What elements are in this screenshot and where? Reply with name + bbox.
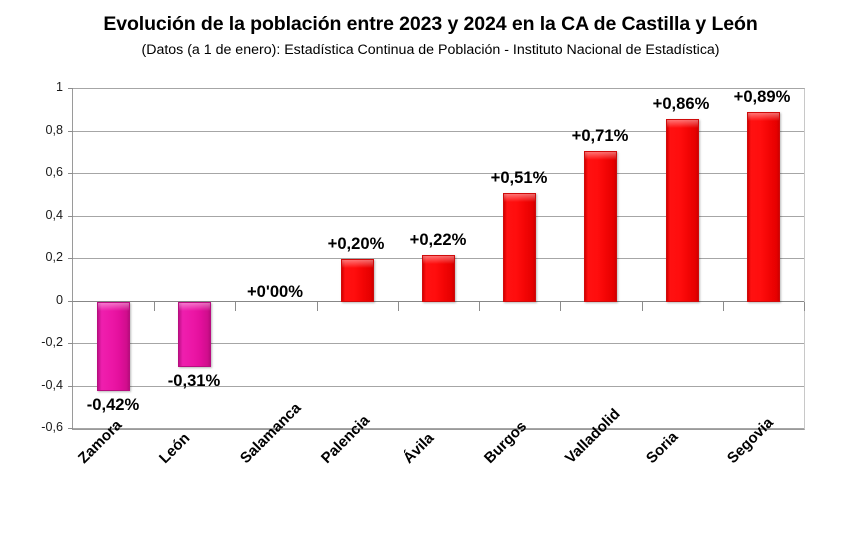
gridline — [73, 428, 804, 429]
y-axis-tick — [68, 258, 73, 259]
x-axis-category-label: León — [155, 429, 194, 467]
x-axis-tick — [723, 301, 724, 311]
y-axis-label: 0,6 — [45, 165, 63, 179]
y-axis-label: 0,8 — [45, 122, 63, 137]
x-axis-tick — [235, 301, 236, 311]
data-label: +0,20% — [327, 234, 385, 253]
data-label: +0'00% — [246, 281, 304, 301]
data-label: +0,51% — [490, 168, 548, 188]
y-axis-tick — [68, 130, 73, 132]
x-axis-category-label: Ávila — [399, 429, 438, 467]
gridline — [73, 88, 804, 89]
data-label: -0,31% — [167, 371, 221, 391]
gridline — [73, 343, 804, 344]
x-axis-tick — [154, 301, 155, 311]
plot-area — [68, 88, 805, 430]
y-axis-tick — [68, 173, 73, 174]
bar-soria[interactable] — [666, 118, 699, 302]
bar-vila[interactable] — [422, 254, 455, 302]
x-axis-tick — [317, 301, 318, 311]
y-axis-label: -0,4 — [41, 377, 63, 392]
data-label: -0,42% — [86, 394, 140, 414]
gridline — [73, 215, 804, 217]
y-axis-label: 0,2 — [45, 250, 63, 264]
data-label: +0,89% — [733, 87, 791, 107]
bar-segovia[interactable] — [747, 112, 780, 302]
y-axis-label: -0,6 — [41, 420, 63, 434]
gridline — [73, 130, 804, 132]
y-axis-tick — [68, 343, 73, 344]
y-axis-tick — [68, 300, 73, 302]
y-axis-label: 0,4 — [45, 207, 63, 222]
bar-valladolid[interactable] — [584, 150, 617, 302]
chart-title: Evolución de la población entre 2023 y 2… — [103, 13, 758, 35]
x-axis-tick — [642, 301, 643, 311]
chart-subtitle: (Datos (a 1 de enero): Estadística Conti… — [141, 42, 720, 58]
data-label: +0,22% — [409, 229, 467, 249]
bar-burgos[interactable] — [503, 193, 536, 302]
y-axis-tick — [68, 88, 73, 89]
bar-len[interactable] — [178, 301, 211, 368]
bar-palencia[interactable] — [341, 259, 374, 302]
x-axis-category-label: Soria — [642, 428, 682, 467]
y-axis-tick — [68, 215, 73, 217]
x-axis-tick — [398, 301, 399, 311]
bar-zamora[interactable] — [97, 301, 130, 391]
y-axis-label: -0,2 — [41, 335, 63, 349]
gridline — [73, 385, 804, 387]
x-axis-tick — [560, 301, 561, 311]
data-label: +0,71% — [571, 125, 629, 145]
x-axis-tick — [804, 301, 805, 311]
x-axis-tick — [479, 301, 480, 311]
y-axis-tick — [68, 428, 73, 429]
y-axis-label: 0 — [55, 292, 63, 307]
y-axis-tick — [68, 385, 73, 387]
y-axis-label: 1 — [55, 80, 63, 94]
data-label: +0,86% — [652, 93, 710, 113]
gridline — [73, 173, 804, 174]
